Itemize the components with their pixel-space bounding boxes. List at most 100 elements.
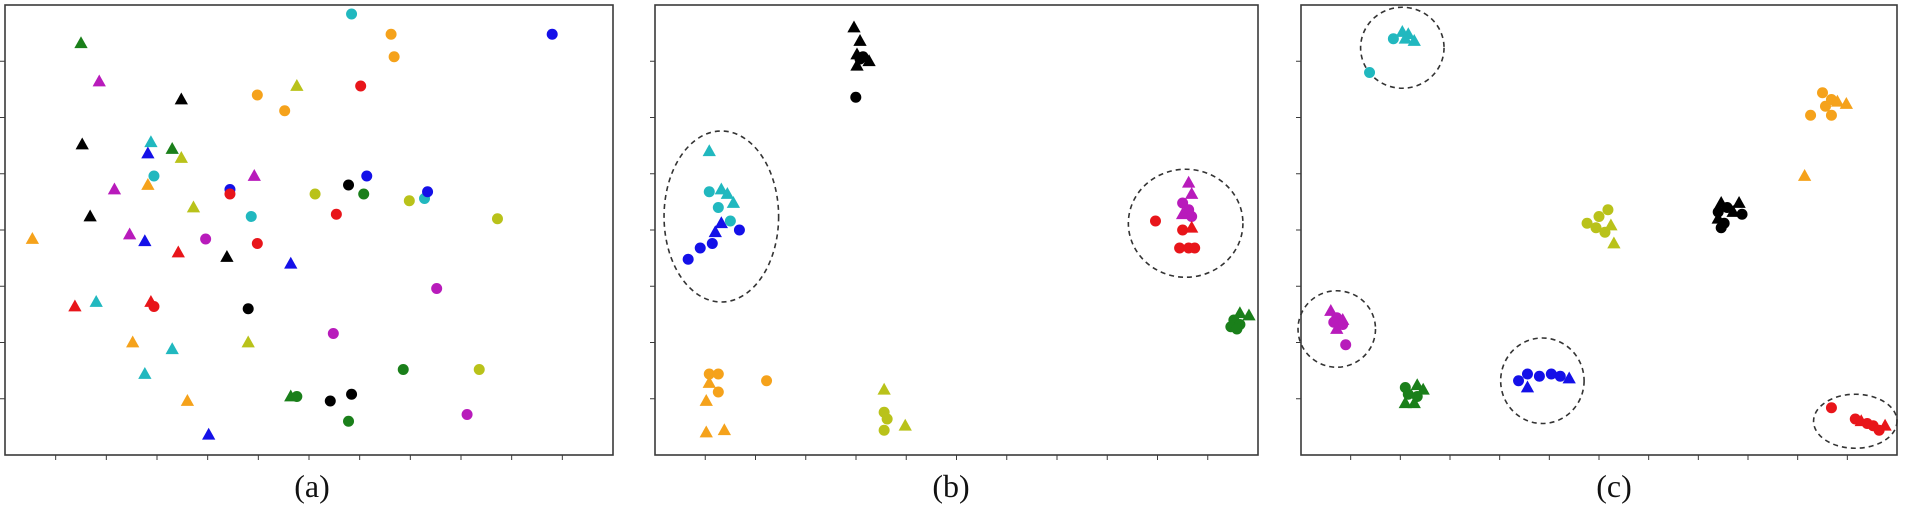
data-point-circle bbox=[724, 215, 736, 227]
data-point-triangle bbox=[862, 54, 876, 67]
data-point-triangle bbox=[1175, 207, 1190, 220]
data-point-triangle bbox=[877, 382, 891, 395]
data-point-triangle bbox=[898, 418, 912, 431]
data-point-triangle bbox=[141, 178, 155, 190]
data-point-triangle bbox=[92, 74, 106, 87]
data-point-circle bbox=[1174, 242, 1186, 254]
data-point-triangle bbox=[75, 137, 89, 150]
data-point-circle bbox=[1149, 215, 1161, 227]
data-point-circle bbox=[703, 368, 715, 380]
data-point-triangle bbox=[74, 36, 88, 49]
data-point-circle bbox=[327, 328, 339, 339]
cluster-ellipse bbox=[1812, 393, 1898, 450]
data-point-circle bbox=[279, 105, 291, 117]
data-point-circle bbox=[242, 303, 254, 315]
data-point-circle bbox=[1602, 204, 1614, 216]
data-point-circle bbox=[1817, 87, 1828, 99]
data-point-circle bbox=[1231, 323, 1243, 335]
data-point-triangle bbox=[853, 34, 867, 46]
data-point-triangle bbox=[1398, 31, 1412, 44]
data-point-circle bbox=[403, 195, 415, 207]
data-point-triangle bbox=[83, 209, 97, 222]
data-point-circle bbox=[881, 413, 893, 425]
data-point-triangle bbox=[68, 299, 82, 312]
data-point-triangle bbox=[702, 376, 716, 388]
data-point-circle bbox=[346, 8, 358, 20]
data-point-triangle bbox=[1562, 371, 1576, 384]
data-point-triangle bbox=[1330, 322, 1344, 334]
data-point-circle bbox=[712, 202, 724, 213]
data-point-triangle bbox=[1726, 205, 1740, 217]
data-point-triangle bbox=[89, 295, 103, 307]
caption-a: (a) bbox=[294, 468, 330, 504]
data-point-triangle bbox=[850, 58, 864, 71]
data-point-triangle bbox=[1839, 97, 1853, 109]
data-point-triangle bbox=[847, 20, 861, 33]
data-point-circle bbox=[1513, 375, 1525, 387]
data-point-triangle bbox=[180, 394, 195, 406]
data-point-circle bbox=[224, 188, 236, 200]
data-point-circle bbox=[361, 170, 373, 182]
data-point-triangle bbox=[1233, 306, 1247, 319]
data-point-triangle bbox=[1830, 94, 1845, 107]
data-point-triangle bbox=[1410, 378, 1424, 391]
data-point-triangle bbox=[1732, 196, 1746, 208]
data-point-circle bbox=[1189, 242, 1201, 254]
data-point-circle bbox=[1715, 222, 1727, 234]
data-point-triangle bbox=[241, 335, 255, 348]
data-point-triangle bbox=[708, 225, 722, 238]
data-point-circle bbox=[1819, 100, 1831, 112]
data-point-triangle bbox=[290, 79, 304, 91]
plot-frame bbox=[4, 4, 614, 456]
data-point-circle bbox=[712, 368, 724, 380]
data-point-circle bbox=[422, 186, 434, 198]
data-point-triangle bbox=[138, 367, 152, 379]
data-point-circle bbox=[1364, 67, 1376, 78]
data-point-circle bbox=[148, 170, 160, 182]
data-point-circle bbox=[1533, 370, 1545, 382]
data-point-triangle bbox=[122, 227, 137, 240]
plot-frame bbox=[654, 4, 1259, 456]
data-point-circle bbox=[1554, 370, 1566, 382]
data-point-circle bbox=[324, 395, 336, 407]
data-point-triangle bbox=[714, 216, 728, 229]
data-point-triangle bbox=[186, 200, 201, 213]
data-point-triangle bbox=[1878, 418, 1892, 431]
data-point-circle bbox=[850, 91, 862, 103]
data-point-circle bbox=[1825, 109, 1837, 121]
data-point-triangle bbox=[1185, 187, 1199, 199]
data-point-triangle bbox=[1407, 396, 1421, 409]
data-point-triangle bbox=[220, 250, 234, 262]
data-point-circle bbox=[251, 89, 263, 101]
data-point-circle bbox=[761, 375, 773, 387]
data-point-circle bbox=[878, 424, 890, 436]
data-point-circle bbox=[546, 28, 558, 40]
data-point-circle bbox=[694, 242, 706, 254]
data-point-triangle bbox=[1242, 308, 1256, 321]
data-point-triangle bbox=[25, 232, 40, 244]
data-point-triangle bbox=[141, 146, 155, 159]
data-point-triangle bbox=[138, 234, 152, 247]
data-point-circle bbox=[343, 415, 355, 427]
cluster-ellipse bbox=[663, 130, 780, 303]
data-point-circle bbox=[461, 409, 473, 420]
data-point-triangle bbox=[1182, 175, 1196, 188]
data-point-triangle bbox=[699, 425, 713, 438]
data-point-circle bbox=[1177, 224, 1189, 236]
panel-b bbox=[650, 4, 1259, 460]
data-point-circle bbox=[1340, 339, 1352, 351]
data-point-circle bbox=[291, 391, 303, 402]
data-point-circle bbox=[1599, 226, 1611, 238]
data-point-circle bbox=[1337, 319, 1349, 330]
data-point-triangle bbox=[1407, 34, 1421, 46]
data-point-circle bbox=[1545, 368, 1557, 380]
data-point-triangle bbox=[1797, 169, 1812, 181]
data-point-triangle bbox=[720, 187, 735, 199]
data-point-triangle bbox=[714, 182, 728, 195]
data-point-circle bbox=[346, 388, 358, 400]
cluster-ellipse bbox=[1297, 289, 1377, 369]
data-point-circle bbox=[712, 386, 724, 398]
data-point-circle bbox=[1186, 211, 1198, 222]
data-point-circle bbox=[309, 188, 321, 200]
